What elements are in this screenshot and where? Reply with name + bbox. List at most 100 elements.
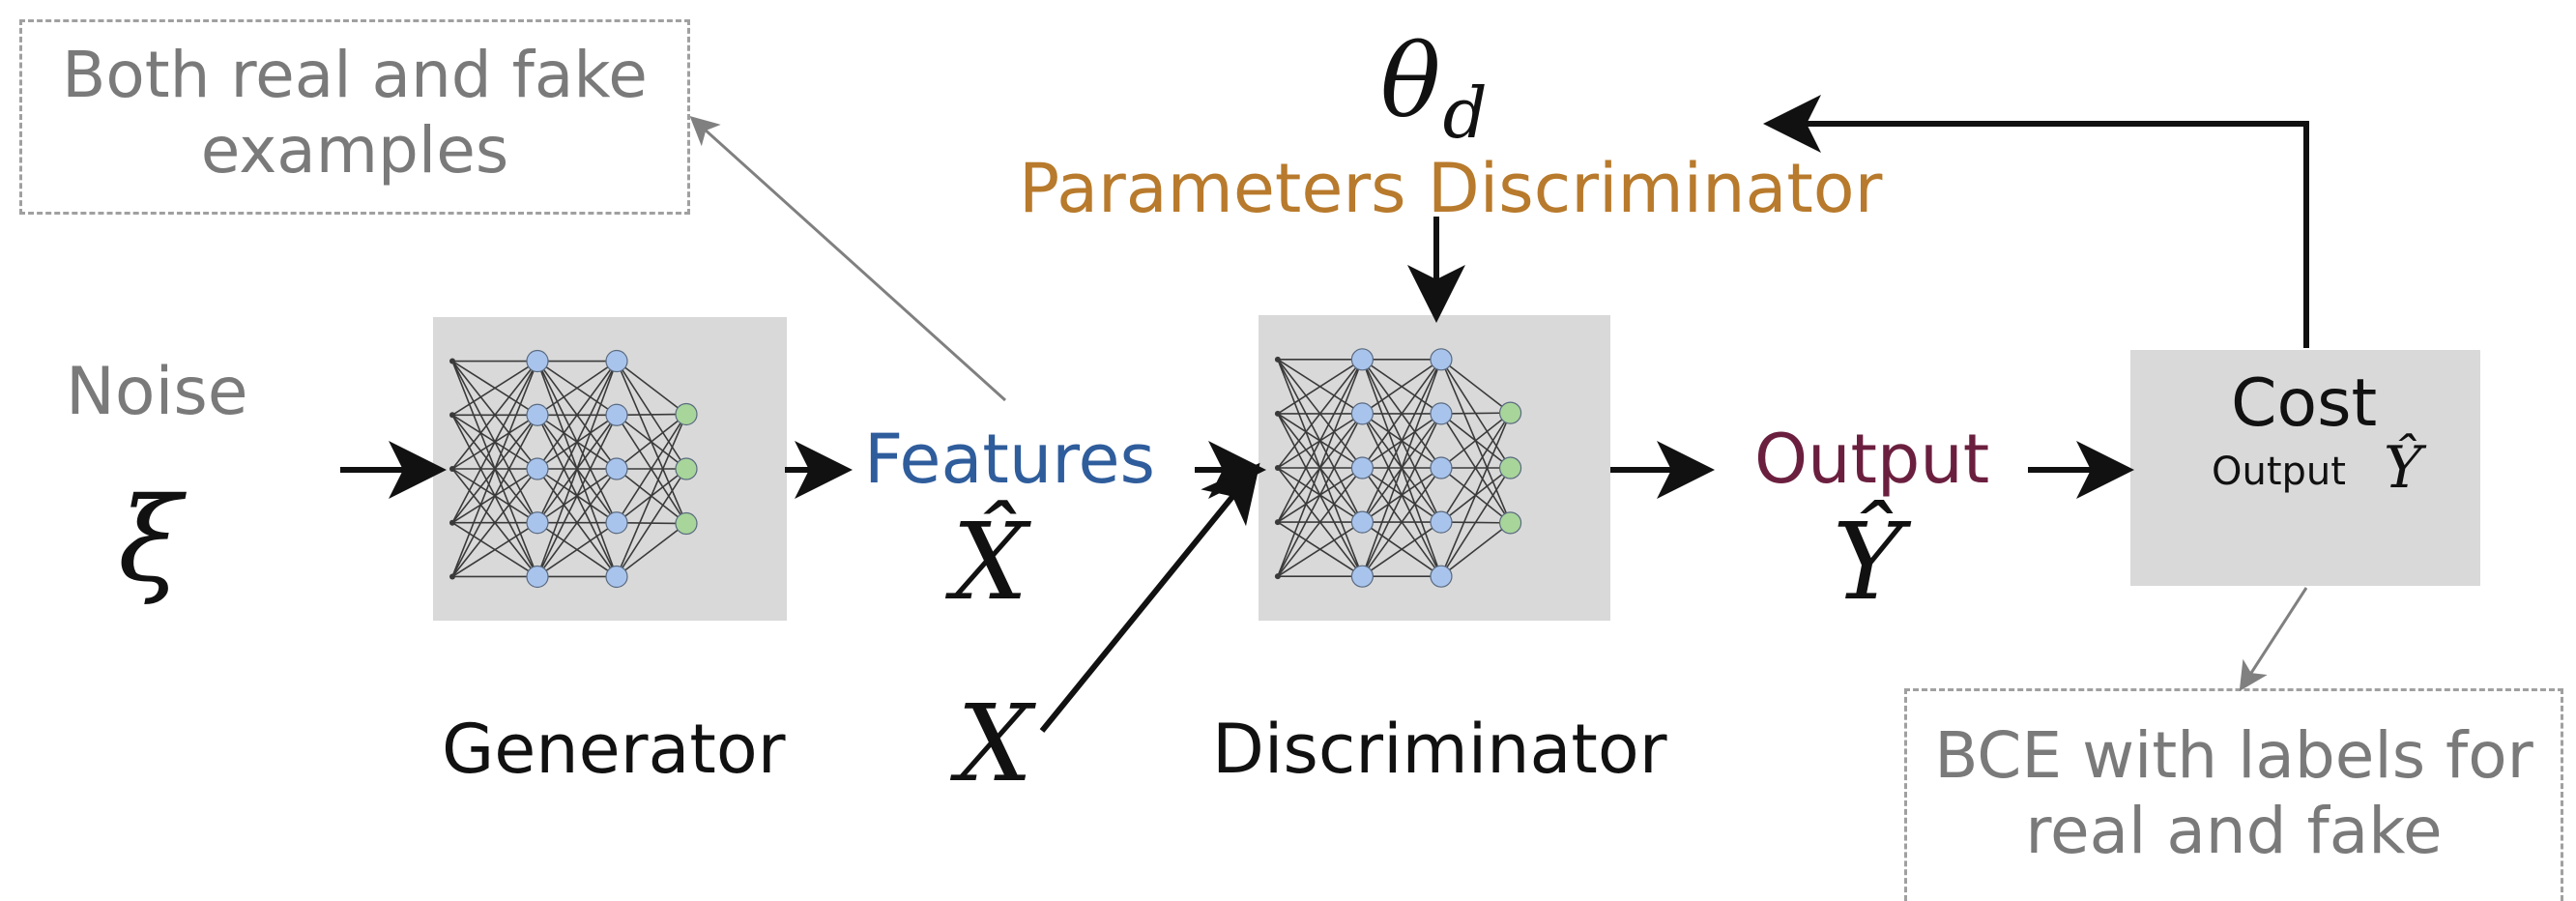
output-label: Output [1754,420,1990,499]
callout-real-fake-examples: Both real and fake examples [19,19,690,215]
generator-network-edge [616,522,687,578]
discriminator-network-node [1350,348,1375,371]
discriminator-network-node [1274,573,1281,580]
generator-network-node [605,349,628,373]
generator-network-edge [536,414,618,577]
generator-network-node [449,412,455,419]
discriminator-network-edge [1361,413,1442,577]
discriminator-network-node [1430,565,1453,588]
generator-network-node [526,565,549,589]
theta-subscript: d [1442,73,1488,154]
discriminator-network-edge [1361,359,1442,415]
discriminator-network-edge [1440,412,1512,469]
generator-label: Generator [442,710,786,789]
generator-network-node [675,511,698,536]
arrow-real-to-discriminator [1039,462,1260,733]
generator-network-edge [616,360,687,416]
discriminator-network-edge [1277,359,1363,415]
discriminator-network-edge [1277,359,1364,469]
noise-label: Noise [66,354,248,430]
discriminator-network-edge [1440,412,1512,523]
discriminator-network-edge [1361,359,1442,469]
discriminator-network-edge [1361,359,1442,577]
discriminator-network-edge [1440,467,1512,577]
discriminator-network-edge [1277,359,1364,523]
generator-network-node [675,402,698,426]
generator-network-node [449,573,455,580]
generator-network-edge [616,413,687,417]
discriminator-network-node [1498,511,1522,535]
generator-network-node [675,457,698,480]
discriminator-network-node [1274,519,1281,526]
discriminator-network-node [1350,456,1375,480]
callout-bce-labels: BCE with labels for real and fake [1904,688,2563,901]
generator-network-node [605,457,628,480]
arrow-features-to-callout [689,115,1007,402]
generator-network-edge [536,522,618,578]
generator-network-edge [451,522,538,578]
noise-symbol: ξ [118,474,183,608]
generator-network-node [449,358,455,364]
discriminator-network-edge [1361,467,1442,577]
discriminator-network-edge [1361,359,1442,523]
generator-network-edge [616,414,687,577]
discriminator-network-node [1350,402,1375,425]
discriminator-label: Discriminator [1212,710,1667,789]
discriminator-network-edge [1277,413,1364,577]
discriminator-network-edge [1361,521,1442,577]
discriminator-network-edge [1440,522,1512,577]
generator-network-edge [451,360,538,416]
generator-network-node [526,457,549,480]
discriminator-box [1259,315,1610,621]
generator-network-node [526,511,549,535]
generator-network-edge [451,468,538,577]
discriminator-network [1274,348,1522,588]
generator-network-edge [536,361,618,470]
features-label: Features [864,420,1155,499]
generator-network-node [526,349,549,373]
generator-network-edge [451,414,538,577]
callout-bce-text: BCE with labels for real and fake [1934,718,2533,868]
cost-box: Cost Output Ŷ [2130,350,2480,586]
discriminator-network-edge [1440,359,1512,414]
discriminator-network-node [1498,401,1522,424]
generator-network-edge [536,468,618,577]
discriminator-network-node [1430,348,1453,371]
discriminator-network-node [1430,456,1453,480]
generator-network-edge [616,468,687,577]
discriminator-network-edge [1277,467,1364,577]
discriminator-network-node [1350,510,1375,534]
discriminator-network-node [1274,410,1281,417]
generator-network-edge [536,361,618,524]
discriminator-network-edge [1277,359,1364,577]
callout-real-fake-text: Both real and fake examples [62,38,648,188]
discriminator-network-node [1350,565,1375,588]
features-symbol: X̂ [952,500,1028,624]
generator-network-node [605,511,628,535]
discriminator-network-edge [1277,521,1363,577]
discriminator-network-edge [1440,412,1512,577]
arrow-cost-to-callout [2239,587,2308,692]
generator-network-node [605,403,628,426]
cost-output-label: Output [2212,450,2346,494]
generator-network-edge [451,361,538,524]
discriminator-network-node [1274,465,1281,471]
generator-network-edge [536,361,618,577]
generator-network-node [449,519,455,526]
generator-network-node [605,565,628,589]
generator-box [433,317,787,621]
generator-network-edge [616,414,687,524]
discriminator-network-node [1430,510,1453,534]
discriminator-network-node [1274,356,1281,363]
generator-network-edge [616,413,687,470]
discriminator-network-node [1498,456,1522,480]
cost-output-symbol: Ŷ [2384,434,2422,502]
cost-title: Cost [2231,365,2378,442]
discriminator-network-edge [1440,412,1511,415]
generator-network-edge [451,361,538,577]
generator-network [449,349,698,589]
theta-symbol: θ [1380,22,1441,140]
theta-d-symbol: θd [1380,31,1488,148]
